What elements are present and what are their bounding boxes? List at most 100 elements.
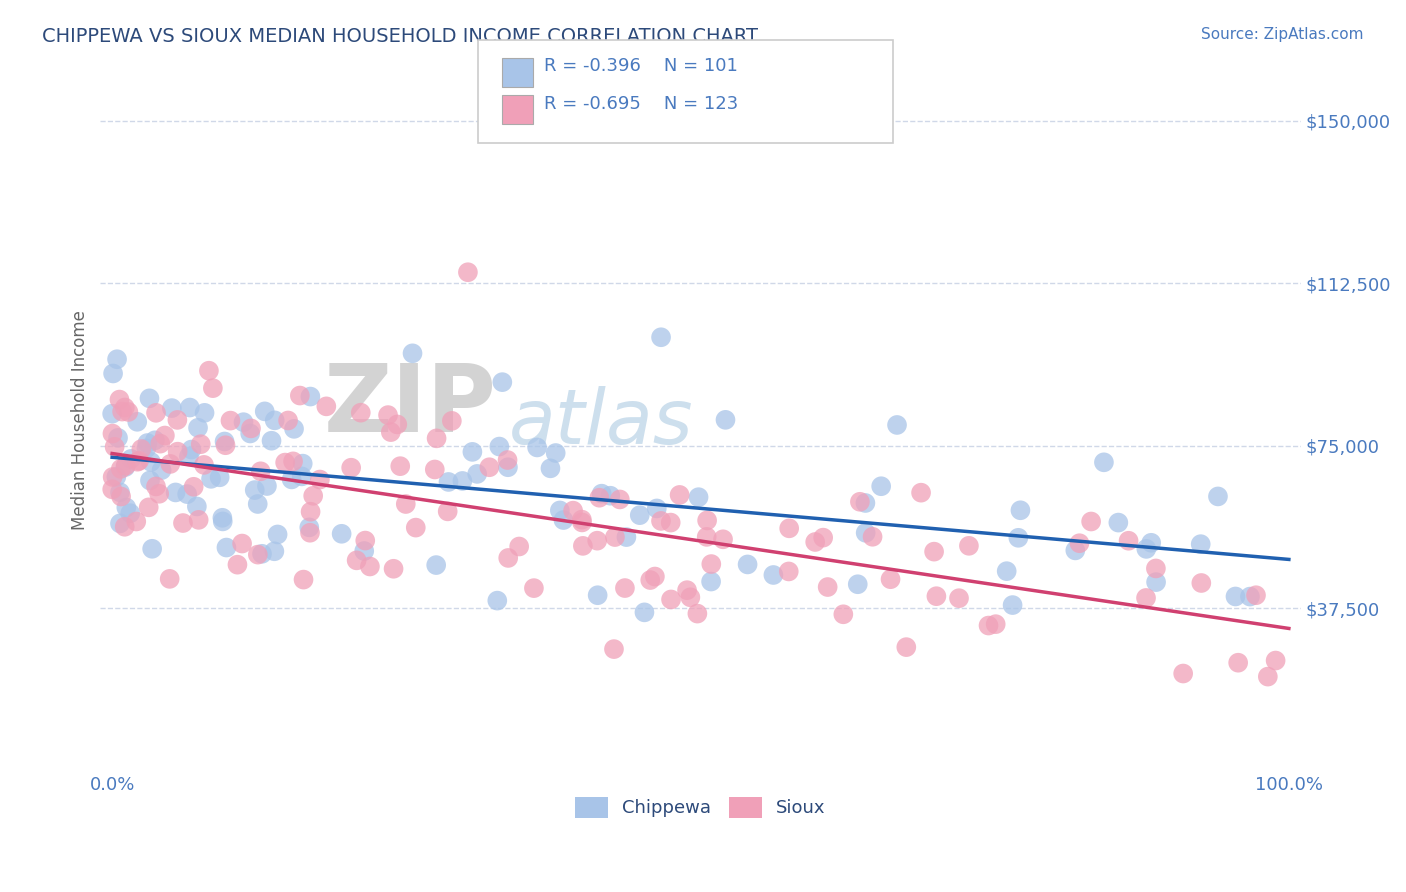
Point — [1080, 515, 1102, 529]
Point — [193, 458, 215, 472]
Point — [110, 490, 132, 504]
Point — [232, 415, 254, 429]
Point — [291, 457, 314, 471]
Point — [1244, 588, 1267, 602]
Point — [214, 434, 236, 449]
Point — [948, 591, 970, 606]
Point — [737, 558, 759, 572]
Point — [650, 330, 672, 344]
Point — [127, 455, 149, 469]
Point — [995, 564, 1018, 578]
Point — [650, 514, 672, 528]
Point — [299, 505, 322, 519]
Point — [101, 407, 124, 421]
Point — [200, 472, 222, 486]
Point — [804, 535, 827, 549]
Point — [461, 445, 484, 459]
Point — [1135, 541, 1157, 556]
Point — [104, 440, 127, 454]
Point — [141, 541, 163, 556]
Point — [1007, 531, 1029, 545]
Point — [340, 460, 363, 475]
Point — [426, 431, 449, 445]
Point — [925, 589, 948, 603]
Point — [496, 460, 519, 475]
Text: CHIPPEWA VS SIOUX MEDIAN HOUSEHOLD INCOME CORRELATION CHART: CHIPPEWA VS SIOUX MEDIAN HOUSEHOLD INCOM… — [42, 27, 758, 45]
Point — [107, 431, 129, 445]
Point — [183, 480, 205, 494]
Point — [246, 548, 269, 562]
Point — [136, 436, 159, 450]
Point — [172, 516, 194, 530]
Point — [553, 513, 575, 527]
Point — [226, 558, 249, 572]
Point — [201, 381, 224, 395]
Point — [330, 526, 353, 541]
Point — [1257, 670, 1279, 684]
Point — [387, 417, 409, 432]
Point — [277, 413, 299, 427]
Point — [696, 530, 718, 544]
Point — [488, 440, 510, 454]
Point — [659, 592, 682, 607]
Point — [253, 404, 276, 418]
Point — [263, 544, 285, 558]
Point — [1140, 536, 1163, 550]
Point — [186, 500, 208, 514]
Point — [250, 547, 273, 561]
Point — [1144, 575, 1167, 590]
Point — [977, 618, 1000, 632]
Point — [346, 553, 368, 567]
Point — [143, 434, 166, 448]
Point — [105, 352, 128, 367]
Point — [1173, 666, 1195, 681]
Point — [283, 422, 305, 436]
Point — [108, 392, 131, 407]
Point — [131, 442, 153, 456]
Point — [1225, 590, 1247, 604]
Point — [145, 406, 167, 420]
Point — [548, 503, 571, 517]
Point — [437, 475, 460, 489]
Point — [120, 506, 142, 520]
Point — [586, 533, 609, 548]
Point — [613, 581, 636, 595]
Point — [922, 544, 945, 558]
Point — [616, 530, 638, 544]
Point — [1239, 590, 1261, 604]
Point — [127, 415, 149, 429]
Point — [159, 457, 181, 471]
Point — [486, 593, 509, 607]
Text: ZIP: ZIP — [323, 359, 496, 451]
Point — [215, 541, 238, 555]
Point — [659, 516, 682, 530]
Point — [139, 474, 162, 488]
Point — [249, 464, 271, 478]
Point — [208, 470, 231, 484]
Point — [1189, 576, 1212, 591]
Point — [114, 460, 136, 475]
Point — [377, 408, 399, 422]
Point — [239, 426, 262, 441]
Point — [135, 442, 157, 456]
Point — [423, 462, 446, 476]
Point — [686, 607, 709, 621]
Y-axis label: Median Household Income: Median Household Income — [72, 310, 89, 530]
Point — [496, 550, 519, 565]
Point — [138, 500, 160, 515]
Point — [166, 444, 188, 458]
Point — [138, 392, 160, 406]
Point — [298, 525, 321, 540]
Point — [855, 525, 877, 540]
Point — [165, 485, 187, 500]
Point — [353, 544, 375, 558]
Point — [101, 483, 124, 497]
Point — [1227, 656, 1250, 670]
Point — [817, 580, 839, 594]
Point — [638, 573, 661, 587]
Point — [292, 573, 315, 587]
Point — [508, 540, 530, 554]
Point — [1264, 654, 1286, 668]
Point — [187, 513, 209, 527]
Point — [115, 500, 138, 515]
